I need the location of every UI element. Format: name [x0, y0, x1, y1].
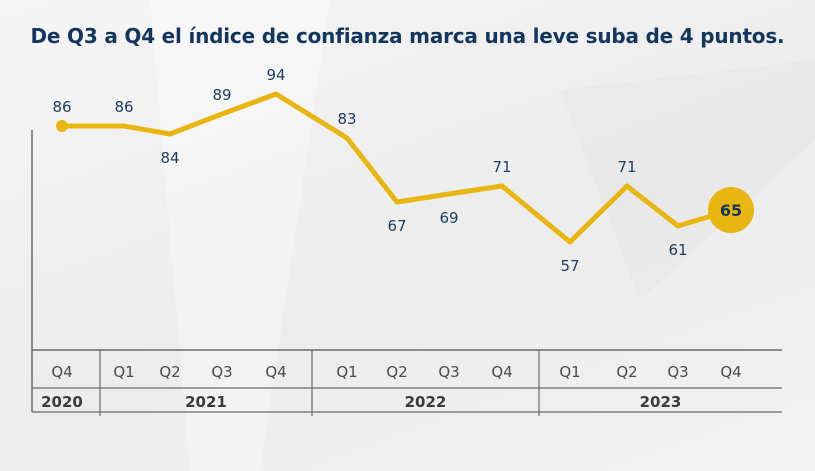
- quarter-tick-label: Q4: [720, 363, 741, 381]
- year-label: 2020: [41, 393, 83, 411]
- quarter-tick-label: Q4: [51, 363, 72, 381]
- data-label: 67: [387, 217, 406, 235]
- data-label: 57: [560, 257, 579, 275]
- chart-x-axis: Q4 Q1 Q2 Q3 Q4 Q1 Q2 Q3 Q4 Q1 Q2 Q3 Q4 2020 2021 2022 20…: [41, 350, 742, 416]
- data-label: 89: [212, 86, 231, 104]
- chart-axes: [31, 130, 782, 413]
- year-label: 2023: [640, 393, 682, 411]
- data-point-last-highlight: [708, 187, 754, 233]
- quarter-tick-label: Q2: [159, 363, 180, 381]
- year-label: 2021: [185, 393, 227, 411]
- year-label: 2022: [405, 393, 447, 411]
- data-point-first: [56, 120, 68, 132]
- data-label: 61: [668, 241, 687, 259]
- data-label: 71: [492, 158, 511, 176]
- quarter-tick-label: Q2: [616, 363, 637, 381]
- data-label: 65: [720, 201, 742, 220]
- data-label: 71: [617, 158, 636, 176]
- quarter-tick-label: Q1: [559, 363, 580, 381]
- series-line: [59, 91, 734, 245]
- quarter-tick-label: Q1: [113, 363, 134, 381]
- quarter-tick-label: Q3: [667, 363, 688, 381]
- data-label: 83: [337, 110, 356, 128]
- data-label: 84: [160, 149, 179, 167]
- data-label: 69: [439, 209, 458, 227]
- quarter-tick-label: Q4: [265, 363, 286, 381]
- data-label: 94: [266, 66, 285, 84]
- quarter-tick-label: Q2: [386, 363, 407, 381]
- quarter-tick-label: Q3: [438, 363, 459, 381]
- chart-labels: 86 86 84 89 94 83 67 69 71 57 71 61 65: [52, 66, 742, 275]
- data-label: 86: [114, 98, 133, 116]
- quarter-tick-label: Q4: [491, 363, 512, 381]
- data-label: 86: [52, 98, 71, 116]
- quarter-tick-label: Q3: [211, 363, 232, 381]
- chart-title: De Q3 a Q4 el índice de confianza marca …: [30, 24, 785, 48]
- quarter-tick-label: Q1: [336, 363, 357, 381]
- chart-series: [56, 91, 754, 245]
